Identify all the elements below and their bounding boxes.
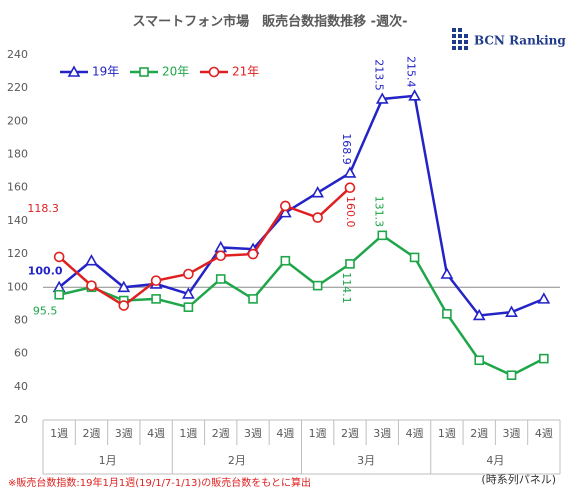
x-tick-label: 2週 bbox=[82, 427, 100, 440]
marker bbox=[344, 182, 356, 194]
data-label: 131.3 bbox=[372, 196, 385, 228]
y-tick-label: 100 bbox=[7, 280, 28, 293]
marker bbox=[506, 370, 517, 381]
data-label: 114.1 bbox=[340, 272, 353, 304]
y-tick-label: 240 bbox=[7, 48, 28, 61]
marker bbox=[312, 280, 323, 291]
brand-logo bbox=[452, 28, 468, 50]
marker bbox=[247, 248, 259, 260]
data-label: 95.5 bbox=[33, 305, 58, 318]
marker bbox=[215, 250, 227, 262]
marker bbox=[183, 302, 194, 312]
marker bbox=[150, 275, 162, 286]
footnote: ※販売台数指数:19年1月1週(19/1/7-1/13)の販売台数をもとに算出 bbox=[8, 476, 311, 489]
x-tick-label: 2週 bbox=[212, 427, 230, 440]
data-label: 160.0 bbox=[344, 196, 357, 228]
x-tick-label: 3週 bbox=[503, 427, 521, 440]
marker bbox=[151, 294, 161, 304]
marker bbox=[117, 280, 131, 293]
series: 95.5 114.1 131.3 20年 bbox=[33, 65, 549, 381]
month-label: 1月 bbox=[99, 454, 117, 467]
x-tick-label: 2週 bbox=[341, 427, 359, 440]
series: 100.0 168.9 213.5 215.4 19年 bbox=[28, 56, 551, 321]
marker bbox=[442, 309, 452, 319]
marker bbox=[248, 294, 258, 304]
y-tick-label: 180 bbox=[7, 148, 28, 161]
legend-label: 21年 bbox=[232, 65, 259, 79]
marker bbox=[215, 274, 226, 284]
marker bbox=[505, 305, 518, 317]
y-tick-label: 80 bbox=[14, 313, 28, 326]
marker bbox=[85, 254, 98, 266]
x-tick-label: 1週 bbox=[50, 427, 68, 440]
x-tick-label: 3週 bbox=[373, 427, 391, 440]
x-tick-label: 4週 bbox=[276, 427, 294, 440]
x-tick-label: 4週 bbox=[535, 427, 553, 440]
marker bbox=[377, 230, 388, 241]
x-tick-label: 1週 bbox=[179, 427, 197, 440]
marker bbox=[539, 353, 549, 364]
y-tick-label: 120 bbox=[7, 247, 28, 260]
legend-label: 20年 bbox=[162, 65, 189, 79]
data-label: 100.0 bbox=[28, 264, 63, 277]
marker bbox=[118, 300, 130, 311]
marker bbox=[312, 212, 323, 223]
marker bbox=[278, 205, 292, 218]
legend-label: 19年 bbox=[92, 65, 119, 79]
marker bbox=[343, 166, 357, 178]
marker bbox=[208, 66, 220, 78]
marker bbox=[182, 287, 195, 299]
x-tick-label: 4週 bbox=[406, 427, 424, 440]
marker bbox=[375, 92, 389, 104]
y-tick-label: 140 bbox=[7, 214, 28, 227]
marker bbox=[54, 289, 64, 300]
series-line bbox=[58, 233, 545, 377]
series: 118.3 160.0 21年 bbox=[27, 65, 357, 311]
month-label: 2月 bbox=[228, 454, 246, 467]
marker bbox=[409, 252, 420, 263]
x-tick-label: 1週 bbox=[438, 427, 456, 440]
y-tick-label: 200 bbox=[7, 114, 28, 127]
marker bbox=[53, 251, 65, 263]
chart-title: スマートフォン市場 販売台数指数推移 -週次- bbox=[133, 14, 408, 30]
brand-text: BCN Ranking bbox=[474, 34, 566, 48]
marker bbox=[472, 308, 486, 321]
month-label: 3月 bbox=[357, 454, 375, 467]
marker bbox=[67, 65, 81, 77]
y-tick-label: 220 bbox=[7, 81, 28, 94]
marker bbox=[280, 200, 291, 212]
y-tick-label: 20 bbox=[14, 413, 28, 426]
month-label: 4月 bbox=[486, 454, 504, 467]
y-tick-label: 60 bbox=[14, 347, 28, 360]
data-label: 118.3 bbox=[27, 202, 59, 215]
x-tick-label: 4週 bbox=[147, 427, 165, 440]
y-tick-label: 40 bbox=[14, 380, 28, 393]
x-tick-label: 2週 bbox=[470, 427, 488, 440]
series-line bbox=[58, 94, 545, 317]
series-line bbox=[58, 186, 351, 308]
marker bbox=[86, 280, 97, 291]
marker bbox=[183, 268, 194, 280]
marker bbox=[139, 67, 149, 77]
note: (時系列パネル) bbox=[481, 472, 556, 486]
y-tick-label: 160 bbox=[7, 181, 28, 194]
x-tick-label: 1週 bbox=[309, 427, 327, 440]
data-label: 213.5 bbox=[372, 59, 385, 91]
marker bbox=[345, 259, 355, 269]
marker bbox=[440, 267, 454, 279]
marker bbox=[408, 89, 421, 101]
marker bbox=[311, 186, 325, 198]
x-tick-label: 3週 bbox=[115, 427, 133, 440]
marker bbox=[280, 255, 291, 266]
marker bbox=[474, 355, 485, 366]
marker bbox=[537, 292, 551, 304]
data-label: 168.9 bbox=[340, 133, 353, 165]
data-label: 215.4 bbox=[405, 56, 418, 88]
x-tick-label: 3週 bbox=[244, 427, 262, 440]
